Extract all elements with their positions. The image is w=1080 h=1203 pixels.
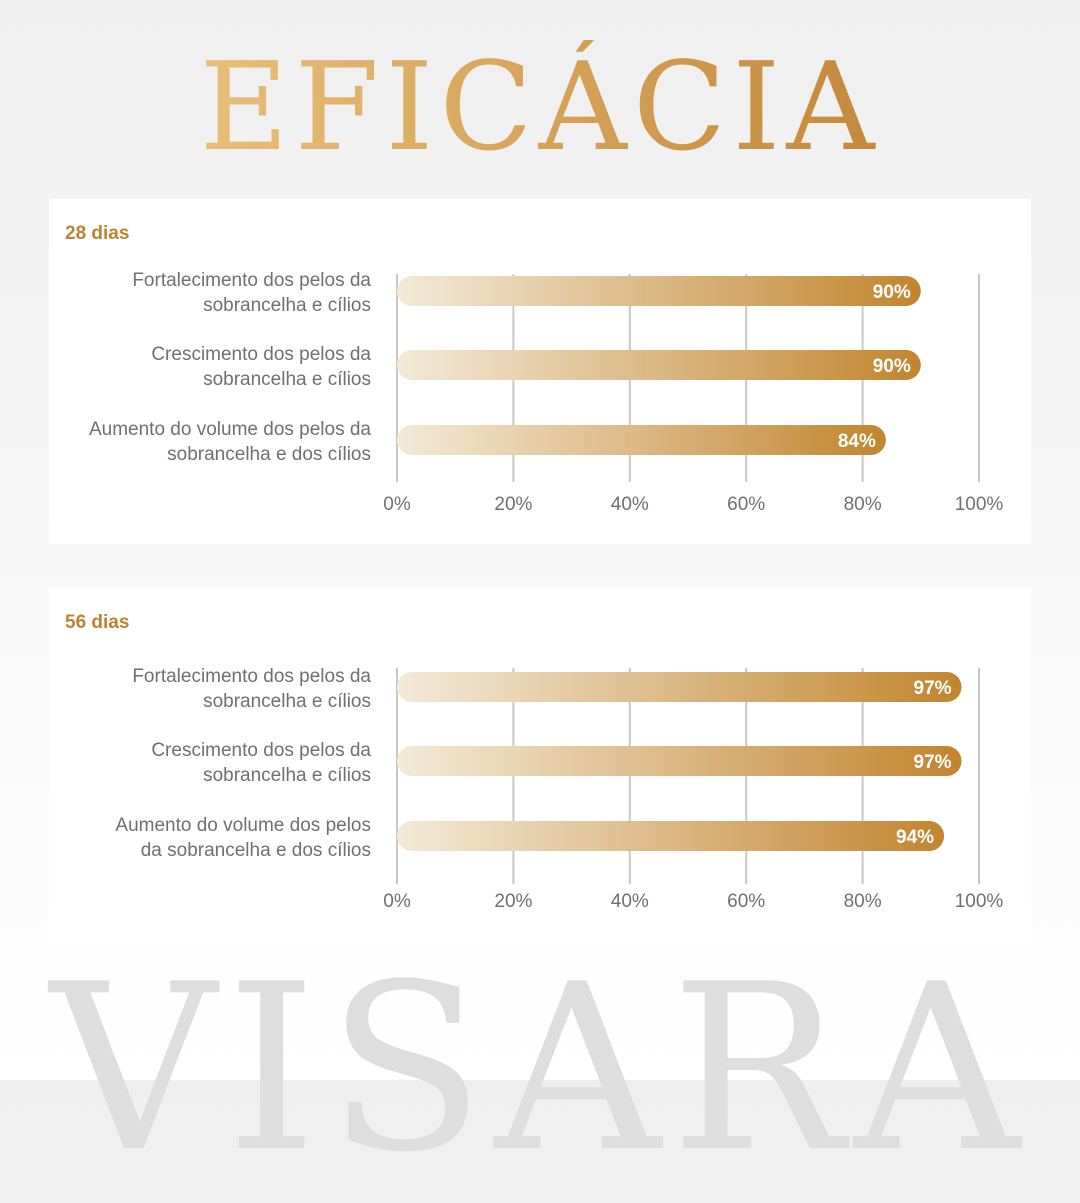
x-tick-label: 20% bbox=[494, 494, 532, 515]
bar-chart-28-days: 0% 20% 40% 60% 80% 100% 90% Fortalecimento dos … bbox=[89, 270, 1004, 515]
category-label: Crescimento dos pelos da sobrancelha e cí… bbox=[151, 344, 371, 390]
x-tick-label: 60% bbox=[727, 494, 765, 515]
bar bbox=[397, 746, 962, 776]
bar bbox=[397, 821, 945, 851]
category-label: Fortalecimento dos pelos da sobrancelha e… bbox=[132, 666, 371, 712]
bar-value-label: 90% bbox=[873, 356, 911, 377]
chart-panel-28-days: 28 dias 0% 20% 40% 60% 80% 100% 90% Fortalecime… bbox=[49, 199, 1031, 544]
category-label: Crescimento dos pelos da sobrancelha e cí… bbox=[151, 740, 371, 786]
category-label: Aumento do volume dos pelos da sobrancelh… bbox=[89, 419, 371, 465]
bar bbox=[397, 672, 962, 702]
x-tick-label: 40% bbox=[611, 891, 649, 912]
chart-title: 28 dias bbox=[65, 223, 130, 244]
x-tick-label: 20% bbox=[494, 891, 532, 912]
bar bbox=[397, 425, 886, 455]
category-label: Aumento do volume dos pelos da sobrancelh… bbox=[115, 815, 371, 861]
x-tick-label: 80% bbox=[844, 494, 882, 515]
bar-value-label: 97% bbox=[914, 752, 952, 773]
chart-panel-56-days: 56 dias 0% 20% 40% 60% 80% 100% 97% Fortalecime… bbox=[49, 588, 1031, 943]
x-tick-label: 100% bbox=[955, 891, 1004, 912]
chart-title: 56 dias bbox=[65, 612, 130, 633]
bar-value-label: 94% bbox=[896, 827, 934, 848]
x-tick-label: 40% bbox=[611, 494, 649, 515]
x-tick-label: 0% bbox=[383, 494, 411, 515]
x-tick-label: 100% bbox=[955, 494, 1004, 515]
bar-value-label: 90% bbox=[873, 282, 911, 303]
x-tick-label: 80% bbox=[844, 891, 882, 912]
bar-chart-56-days: 0% 20% 40% 60% 80% 100% 97% Fortalecimento dos … bbox=[115, 666, 1004, 912]
category-label: Fortalecimento dos pelos da sobrancelha e… bbox=[132, 270, 371, 316]
page-title: EFICÁCIA bbox=[0, 40, 1080, 174]
bar bbox=[397, 350, 921, 380]
bar bbox=[397, 276, 921, 306]
x-tick-label: 0% bbox=[383, 891, 411, 912]
bar-value-label: 97% bbox=[914, 678, 952, 699]
bar-value-label: 84% bbox=[838, 431, 876, 452]
x-tick-label: 60% bbox=[727, 891, 765, 912]
brand-watermark: VISARA bbox=[50, 936, 1030, 1203]
